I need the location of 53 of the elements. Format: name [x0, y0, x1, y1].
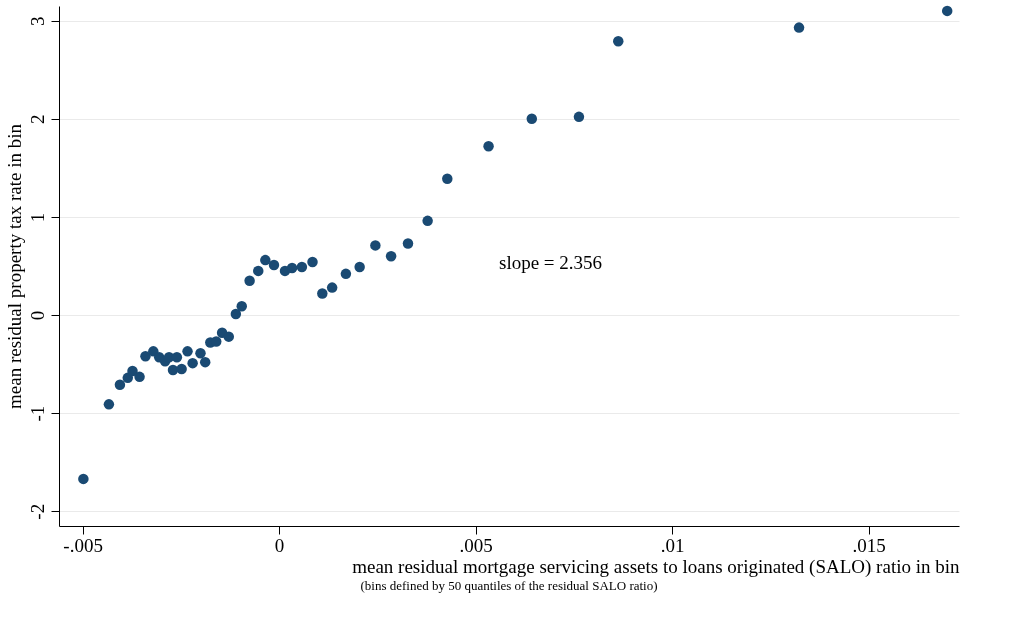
- x-tick-label: .015: [852, 534, 886, 556]
- point: [354, 261, 365, 273]
- point: [187, 357, 198, 369]
- point: [286, 262, 298, 274]
- point: [167, 364, 179, 376]
- point: [526, 113, 538, 125]
- point: [253, 265, 264, 277]
- point: [103, 399, 115, 410]
- point: [127, 365, 138, 377]
- point: [244, 275, 255, 286]
- point: [230, 308, 242, 320]
- point: [182, 346, 193, 357]
- point: [296, 261, 308, 273]
- point: [613, 36, 624, 47]
- y-tick-label: 2: [26, 114, 48, 125]
- y-tick-label: 3: [26, 16, 48, 26]
- point: [326, 282, 338, 293]
- point: [176, 363, 187, 375]
- point: [268, 259, 280, 271]
- point: [370, 240, 381, 251]
- point: [122, 372, 134, 384]
- text: (bins defined by 50 quantiles of the residual SALO ratio): [360, 578, 658, 593]
- point: [134, 371, 145, 383]
- x-tick-label: -.005: [63, 534, 103, 556]
- x-tick-label: 0: [274, 534, 285, 556]
- point: [941, 5, 953, 17]
- point: [340, 268, 352, 280]
- point: [236, 300, 247, 312]
- point: [317, 288, 328, 299]
- point: [573, 111, 585, 123]
- point: [223, 331, 235, 342]
- point: [402, 238, 414, 249]
- y-tick-label: 1: [26, 212, 48, 223]
- x-tick-label: .005: [459, 534, 493, 556]
- y-tick-label: -1: [26, 405, 48, 422]
- x-tick-label: .01: [660, 534, 685, 556]
- point: [195, 348, 206, 359]
- y-tick-label: 0: [26, 310, 48, 321]
- point: [140, 351, 151, 362]
- point: [442, 173, 453, 184]
- annotation: slope = 2.356: [499, 252, 603, 273]
- point: [385, 250, 397, 262]
- point: [114, 379, 126, 390]
- y-tick-label: -2: [26, 503, 48, 520]
- point: [199, 356, 211, 368]
- y-axis-title: mean residual property tax rate in bin: [3, 123, 25, 409]
- point: [307, 256, 318, 268]
- point: [260, 254, 271, 266]
- x-axis-title: mean residual mortgage servicing assets to loans originated (SALO) ratio in bin: [352, 555, 960, 578]
- point: [78, 473, 89, 485]
- point: [793, 22, 805, 33]
- point: [422, 215, 433, 227]
- point: [483, 141, 494, 152]
